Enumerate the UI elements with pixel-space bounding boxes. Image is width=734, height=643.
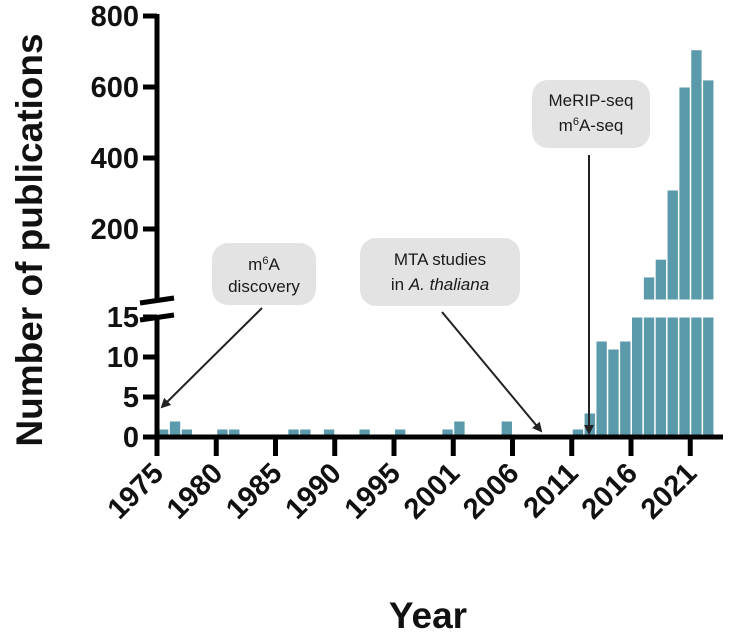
annotation-text: A-seq [579, 116, 623, 135]
x-tick-label: 2006 [457, 457, 525, 525]
y-tick-label: 0 [123, 422, 139, 454]
x-tick-label: 2001 [398, 457, 466, 525]
x-axis-title: Year [389, 595, 467, 636]
bar [690, 316, 703, 438]
x-tick-label: 1975 [102, 457, 170, 525]
annotation-line: MeRIP-seq [548, 91, 633, 110]
bar [666, 189, 679, 301]
x-tick-label: 2021 [635, 457, 703, 525]
bar [595, 340, 608, 438]
annotation-text: A [268, 255, 280, 274]
annotation-box [360, 238, 520, 306]
annotation-arrow [160, 307, 263, 409]
annotation-superscript: 6 [262, 255, 268, 267]
y-tick-label: 15 [107, 302, 139, 334]
bar [702, 79, 715, 301]
annotation-line: m6A-seq [559, 116, 624, 135]
bar [678, 86, 691, 301]
axis-break-mark [139, 295, 175, 306]
x-tick-label: 2011 [518, 457, 585, 524]
annotation-text: in [391, 275, 409, 294]
annotation-mta-studies: MTA studies in A. thaliana [360, 238, 543, 433]
annotation-line: MTA studies [394, 250, 486, 269]
bar [642, 316, 656, 438]
x-tick-label: 1990 [279, 457, 347, 525]
x-tick-label: 1995 [339, 457, 407, 525]
annotation-italic-text: A. thaliana [408, 275, 489, 294]
bar [654, 258, 668, 301]
annotation-line: m6A [248, 255, 280, 274]
bar [619, 340, 632, 438]
bar [678, 316, 691, 438]
x-tick-label: 1985 [220, 457, 288, 525]
annotation-box [212, 243, 316, 305]
annotation-text: m [248, 255, 262, 274]
bar [666, 316, 679, 438]
annotation-line: in A. thaliana [391, 275, 489, 294]
y-tick-label: 600 [91, 72, 139, 104]
annotation-superscript: 6 [573, 116, 579, 128]
x-tick-label: 1980 [161, 457, 229, 525]
annotation-merip-seq: MeRIP-seq m6A-seq [532, 80, 650, 435]
x-tick-label: 2016 [576, 457, 644, 525]
annotation-m6a-discovery: m6A discovery [160, 243, 316, 409]
bar [690, 49, 703, 301]
y-tick-label: 400 [91, 143, 139, 175]
y-tick-label: 5 [123, 382, 139, 414]
y-tick-label: 200 [91, 214, 139, 246]
bar [654, 316, 668, 438]
bar [607, 348, 620, 438]
annotation-line: discovery [228, 277, 300, 296]
annotation-box [532, 80, 650, 148]
bar [702, 316, 715, 438]
annotation-arrow [441, 311, 543, 433]
y-tick-label: 800 [91, 1, 139, 33]
bars-group [157, 49, 715, 438]
y-tick-label: 10 [107, 342, 139, 374]
bar [631, 316, 644, 438]
y-axis-title: Number of publications [9, 33, 50, 446]
annotation-text: m [559, 116, 573, 135]
bar [642, 276, 656, 301]
